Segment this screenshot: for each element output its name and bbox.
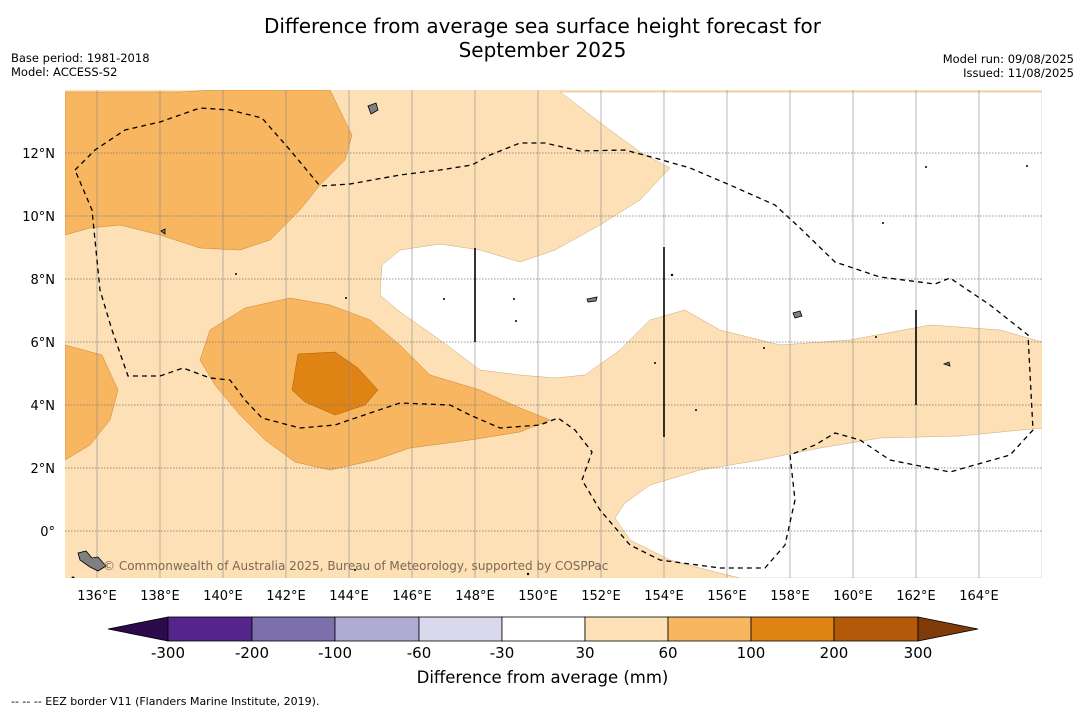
colorbar-tick-label: -100	[318, 644, 352, 662]
colorbar-segment	[584, 616, 669, 642]
meta-left: Base period: 1981-2018 Model: ACCESS-S2	[11, 51, 150, 79]
lat-label: 8°N	[31, 273, 56, 288]
colorbar-segment	[833, 616, 919, 642]
atoll-dots	[71, 165, 1028, 578]
lon-label: 144°E	[329, 589, 369, 604]
lon-label: 142°E	[266, 589, 306, 604]
anomaly-near-zero-north	[379, 91, 1042, 379]
zone-boundary-markers	[474, 247, 917, 437]
lat-label: 6°N	[31, 336, 56, 351]
lon-label: 158°E	[770, 589, 810, 604]
anomaly-60-100-west	[65, 344, 119, 461]
lon-label: 162°E	[896, 589, 936, 604]
lon-label: 140°E	[203, 589, 243, 604]
colorbar-segment	[667, 616, 752, 642]
lon-label: 154°E	[644, 589, 684, 604]
anomaly-near-zero-south	[614, 427, 1042, 578]
land-islands	[77, 102, 951, 572]
lat-label: 10°N	[22, 210, 55, 225]
colorbar-segment	[501, 616, 586, 642]
colorbar	[107, 616, 979, 642]
lon-label: 164°E	[959, 589, 999, 604]
lon-label: 156°E	[707, 589, 747, 604]
latitude-gridlines	[65, 152, 1042, 532]
colorbar-segment	[334, 616, 420, 642]
longitude-labels: 136°E 138°E 140°E 142°E 144°E 146°E 148°…	[77, 589, 999, 604]
lon-label: 160°E	[833, 589, 873, 604]
colorbar-tick-label: -300	[151, 644, 185, 662]
lon-label: 148°E	[455, 589, 495, 604]
colorbar-tick-label: 100	[737, 644, 766, 662]
colorbar-max-extension	[917, 616, 979, 642]
meta-right: Model run: 09/08/2025 Issued: 11/08/2025	[943, 52, 1074, 80]
lon-label: 150°E	[518, 589, 558, 604]
colorbar-segment	[167, 616, 253, 642]
colorbar-ticks: -300 -200 -100 -60 -30 30 60 100 200 300	[151, 644, 932, 662]
model-run: Model run: 09/08/2025	[942, 52, 1074, 66]
colorbar-tick-label: -60	[407, 644, 432, 662]
latitude-labels: 12°N 10°N 8°N 6°N 4°N 2°N 0°	[22, 147, 55, 540]
colorbar-segment	[251, 616, 336, 642]
colorbar-segment	[418, 616, 503, 642]
colorbar-tick-label: 60	[658, 644, 677, 662]
colorbar-min-extension	[107, 616, 169, 642]
map-credit: © Commonwealth of Australia 2025, Bureau…	[103, 559, 608, 573]
colorbar-segment	[750, 616, 835, 642]
colorbar-label: Difference from average (mm)	[416, 668, 669, 687]
map-area: © Commonwealth of Australia 2025, Bureau…	[65, 90, 1042, 578]
colorbar-tick-label: 30	[575, 644, 594, 662]
lon-label: 138°E	[140, 589, 180, 604]
lat-label: 0°	[40, 525, 55, 540]
lon-label: 136°E	[77, 589, 117, 604]
eez-borders	[74, 107, 1034, 569]
lon-label: 152°E	[581, 589, 621, 604]
colorbar-tick-label: 200	[820, 644, 849, 662]
anomaly-60-100-central	[199, 297, 551, 471]
lon-label: 146°E	[392, 589, 432, 604]
issued-date: Issued: 11/08/2025	[963, 66, 1074, 80]
base-period: Base period: 1981-2018	[11, 51, 150, 65]
lat-label: 12°N	[22, 147, 55, 162]
eez-footnote: -- -- -- EEZ border V11 (Flanders Marine…	[11, 695, 320, 708]
lat-label: 2°N	[31, 462, 56, 477]
lat-label: 4°N	[31, 399, 56, 414]
colorbar-tick-label: -200	[235, 644, 269, 662]
colorbar-tick-label: 300	[904, 644, 933, 662]
anomaly-60-100-northwest	[65, 90, 353, 251]
model-name: Model: ACCESS-S2	[11, 65, 118, 79]
colorbar-tick-label: -30	[490, 644, 515, 662]
map-title: Difference from average sea surface heig…	[263, 14, 822, 62]
